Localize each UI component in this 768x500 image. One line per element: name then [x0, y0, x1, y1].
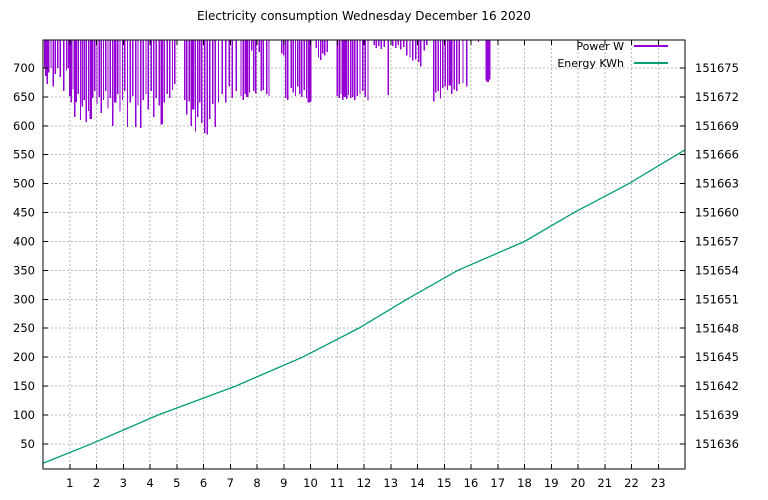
- right-tick-label: 151660: [695, 206, 739, 220]
- x-tick-label: 5: [173, 476, 180, 490]
- legend-label-energy: Energy KWh: [557, 56, 624, 70]
- x-tick-label: 14: [410, 476, 425, 490]
- x-tick-label: 2: [93, 476, 100, 490]
- x-tick-label: 10: [303, 476, 318, 490]
- right-tick-label: 151654: [695, 263, 739, 277]
- x-tick-label: 11: [330, 476, 345, 490]
- legend: Power W Energy KWh: [557, 39, 668, 70]
- x-tick-label: 20: [571, 476, 586, 490]
- left-tick-label: 300: [13, 292, 35, 306]
- energy-series: [42, 149, 686, 464]
- right-tick-label: 151648: [695, 321, 739, 335]
- left-tick-label: 550: [13, 148, 35, 162]
- right-tick-label: 151675: [695, 61, 739, 75]
- x-tick-label: 1: [66, 476, 73, 490]
- legend-item-power: Power W: [576, 39, 668, 53]
- left-tick-label: 50: [20, 437, 35, 451]
- left-tick-label: 100: [13, 408, 35, 422]
- right-tick-label: 151672: [695, 90, 739, 104]
- right-tick-label: 151645: [695, 350, 739, 364]
- chart-title: Electricity consumption Wednesday Decemb…: [197, 9, 531, 23]
- x-tick-label: 7: [227, 476, 234, 490]
- x-tick-label: 4: [146, 476, 153, 490]
- power-line-swatch: [634, 45, 668, 47]
- left-tick-label: 200: [13, 350, 35, 364]
- legend-item-energy: Energy KWh: [557, 56, 668, 70]
- x-tick-label: 6: [200, 476, 207, 490]
- left-tick-label: 250: [13, 321, 35, 335]
- axis-ticks: [43, 40, 685, 469]
- left-tick-label: 650: [13, 90, 35, 104]
- left-tick-label: 600: [13, 119, 35, 133]
- x-tick-label: 17: [490, 476, 505, 490]
- right-tick-label: 151663: [695, 177, 739, 191]
- left-tick-label: 700: [13, 61, 35, 75]
- right-tick-label: 151639: [695, 408, 739, 422]
- right-tick-label: 151669: [695, 119, 739, 133]
- left-tick-label: 450: [13, 206, 35, 220]
- tick-labels: 1 2 3 4 5 6 7 8 9 10 11 12 13 14 15 16 17 18 19 20 21 22 23501…: [13, 61, 739, 490]
- x-tick-label: 16: [464, 476, 479, 490]
- right-tick-label: 151642: [695, 379, 739, 393]
- legend-label-power: Power W: [576, 39, 624, 53]
- x-tick-label: 18: [517, 476, 532, 490]
- left-tick-label: 400: [13, 234, 35, 248]
- x-tick-label: 12: [357, 476, 372, 490]
- left-tick-label: 500: [13, 177, 35, 191]
- x-tick-label: 13: [383, 476, 398, 490]
- x-tick-label: 3: [120, 476, 127, 490]
- right-tick-label: 151636: [695, 437, 739, 451]
- x-tick-label: 15: [437, 476, 452, 490]
- x-tick-label: 21: [597, 476, 612, 490]
- right-tick-label: 151657: [695, 234, 739, 248]
- x-tick-label: 8: [253, 476, 260, 490]
- energy-line-swatch: [634, 62, 668, 64]
- right-tick-label: 151651: [695, 292, 739, 306]
- x-tick-label: 9: [280, 476, 287, 490]
- power-series: [43, 40, 491, 135]
- x-tick-label: 22: [624, 476, 639, 490]
- x-tick-label: 19: [544, 476, 559, 490]
- left-tick-label: 150: [13, 379, 35, 393]
- gridlines: [43, 40, 685, 469]
- right-tick-label: 151666: [695, 148, 739, 162]
- x-tick-label: 23: [651, 476, 666, 490]
- left-tick-label: 350: [13, 263, 35, 277]
